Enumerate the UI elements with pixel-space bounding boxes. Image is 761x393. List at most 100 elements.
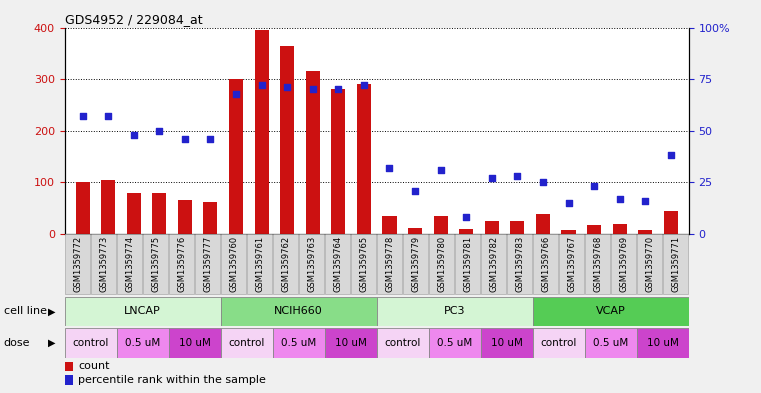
Bar <box>383 216 396 234</box>
Point <box>333 86 345 92</box>
Bar <box>536 214 550 234</box>
Bar <box>65 297 221 326</box>
Bar <box>377 235 402 294</box>
Bar <box>533 235 558 294</box>
Text: GSM1359762: GSM1359762 <box>282 236 290 292</box>
Bar <box>429 235 454 294</box>
Text: LNCAP: LNCAP <box>124 307 161 316</box>
Point <box>77 113 89 119</box>
Bar <box>331 89 345 234</box>
Text: GSM1359764: GSM1359764 <box>333 236 342 292</box>
Bar <box>280 46 295 234</box>
Point <box>460 214 473 220</box>
Bar <box>637 235 662 294</box>
Text: control: control <box>540 338 577 348</box>
Bar <box>377 328 428 358</box>
Text: dose: dose <box>4 338 30 348</box>
Point <box>307 86 319 92</box>
Bar <box>152 193 167 234</box>
Bar <box>533 297 689 326</box>
Text: GSM1359775: GSM1359775 <box>151 236 160 292</box>
Bar <box>408 228 422 234</box>
Bar <box>585 235 610 294</box>
Point <box>511 173 524 179</box>
Bar <box>562 230 575 234</box>
Bar <box>272 328 325 358</box>
Point <box>230 90 242 97</box>
Bar <box>533 328 584 358</box>
Bar <box>65 375 73 385</box>
Text: 0.5 uM: 0.5 uM <box>281 338 317 348</box>
Bar <box>65 328 116 358</box>
Bar <box>587 224 601 234</box>
Point <box>664 152 677 158</box>
Bar <box>65 235 90 294</box>
Bar <box>403 235 428 294</box>
Point <box>613 196 626 202</box>
Text: GSM1359780: GSM1359780 <box>438 236 446 292</box>
Text: GSM1359763: GSM1359763 <box>307 236 316 292</box>
Text: control: control <box>72 338 109 348</box>
Bar <box>101 180 115 234</box>
Text: 0.5 uM: 0.5 uM <box>437 338 473 348</box>
Bar <box>434 216 447 234</box>
Point <box>588 183 600 189</box>
Bar <box>247 235 272 294</box>
Text: ▶: ▶ <box>48 307 56 316</box>
Text: 10 uM: 10 uM <box>491 338 523 348</box>
Text: GSM1359769: GSM1359769 <box>619 236 628 292</box>
Point <box>486 175 498 181</box>
Bar <box>143 235 168 294</box>
Text: GSM1359761: GSM1359761 <box>255 236 264 292</box>
Text: ▶: ▶ <box>48 338 56 348</box>
Text: percentile rank within the sample: percentile rank within the sample <box>78 375 266 385</box>
Bar <box>481 328 533 358</box>
Bar <box>637 328 689 358</box>
Text: GSM1359760: GSM1359760 <box>229 236 238 292</box>
Text: control: control <box>384 338 421 348</box>
Bar <box>664 235 688 294</box>
Bar <box>126 193 141 234</box>
Bar <box>508 235 532 294</box>
Bar <box>638 230 652 234</box>
Point <box>384 165 396 171</box>
Bar <box>352 235 376 294</box>
Text: GSM1359771: GSM1359771 <box>671 236 680 292</box>
Text: GSM1359766: GSM1359766 <box>541 236 550 292</box>
Bar <box>65 362 73 371</box>
Bar <box>196 235 220 294</box>
Text: GSM1359783: GSM1359783 <box>515 236 524 292</box>
Bar <box>584 328 637 358</box>
Text: GSM1359778: GSM1359778 <box>385 236 394 292</box>
Bar <box>613 224 627 234</box>
Bar <box>481 235 506 294</box>
Text: GSM1359776: GSM1359776 <box>177 236 186 292</box>
Bar <box>169 235 194 294</box>
Bar <box>325 328 377 358</box>
Text: GSM1359782: GSM1359782 <box>489 236 498 292</box>
Text: GSM1359773: GSM1359773 <box>99 236 108 292</box>
Bar <box>455 235 480 294</box>
Bar <box>169 328 221 358</box>
Text: GSM1359774: GSM1359774 <box>126 236 134 292</box>
Text: GSM1359777: GSM1359777 <box>203 236 212 292</box>
Bar <box>377 297 533 326</box>
Bar <box>221 235 246 294</box>
Point <box>562 200 575 206</box>
Text: GDS4952 / 229084_at: GDS4952 / 229084_at <box>65 13 202 26</box>
Bar <box>664 211 678 234</box>
Text: 10 uM: 10 uM <box>647 338 679 348</box>
Point <box>153 127 165 134</box>
Bar <box>306 72 320 234</box>
Text: 0.5 uM: 0.5 uM <box>125 338 161 348</box>
Point <box>409 187 421 194</box>
Point <box>205 136 217 142</box>
Bar <box>485 221 498 234</box>
Bar <box>511 221 524 234</box>
Text: GSM1359765: GSM1359765 <box>359 236 368 292</box>
Text: VCAP: VCAP <box>596 307 626 316</box>
Bar <box>229 79 243 234</box>
Bar <box>178 200 192 234</box>
Bar <box>273 235 298 294</box>
Text: cell line: cell line <box>4 307 47 316</box>
